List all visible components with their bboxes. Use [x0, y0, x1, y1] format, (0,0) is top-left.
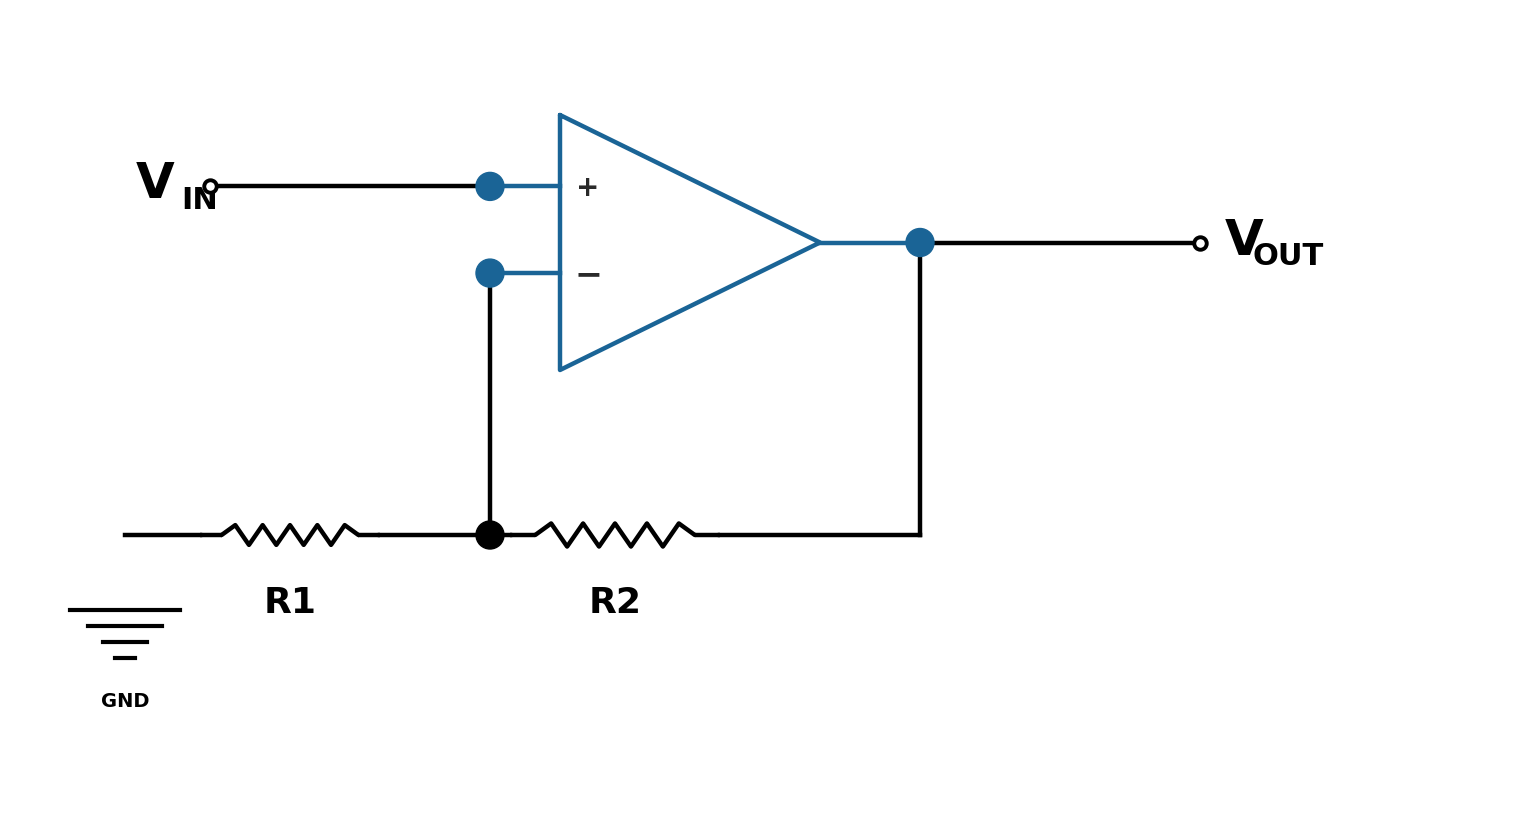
Text: −: −: [573, 259, 603, 292]
Text: V: V: [1225, 217, 1263, 265]
Ellipse shape: [476, 259, 504, 287]
Ellipse shape: [476, 172, 504, 200]
Text: R1: R1: [263, 586, 317, 620]
Text: GND: GND: [101, 692, 149, 711]
Text: V: V: [135, 161, 174, 208]
Text: +: +: [576, 175, 599, 203]
Ellipse shape: [905, 228, 934, 256]
Ellipse shape: [476, 521, 504, 549]
Text: R2: R2: [589, 586, 641, 620]
Text: IN: IN: [181, 186, 218, 215]
Text: OUT: OUT: [1253, 242, 1325, 271]
